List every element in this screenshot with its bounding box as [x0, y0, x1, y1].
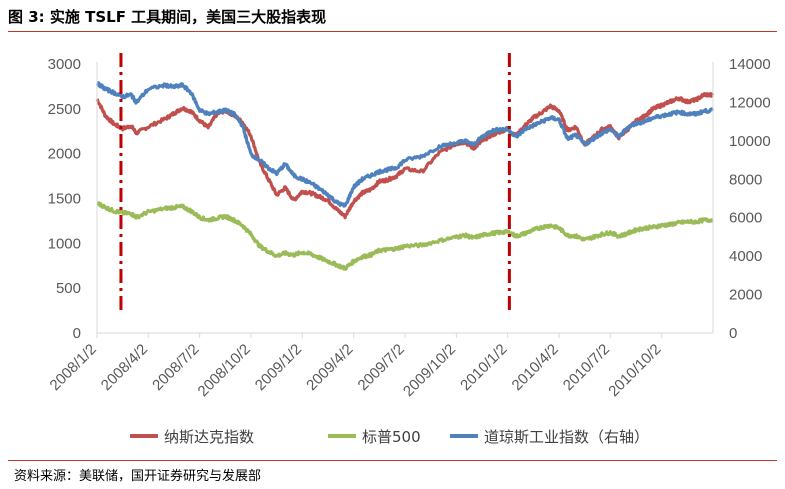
x-tick-label-3: 2008/10/2 — [195, 341, 254, 400]
series-line-1 — [95, 201, 715, 271]
left-tick-label-5: 2500 — [48, 101, 81, 118]
right-tick-label-0: 0 — [729, 325, 737, 342]
right-tick-label-6: 12000 — [729, 94, 771, 111]
left-tick-label-6: 3000 — [48, 56, 81, 73]
x-tick-label-11: 2010/10/2 — [605, 341, 664, 400]
right-y-axis: 0 2000 4000 6000 8000 10000 12000 14000 — [712, 56, 771, 342]
series-line-2 — [95, 81, 715, 208]
left-tick-label-2: 1000 — [48, 235, 81, 252]
title-rule — [8, 31, 777, 32]
x-tick-label-4: 2009/1/2 — [252, 341, 305, 394]
series-line-0 — [95, 91, 715, 220]
x-tick-label-0: 2008/1/2 — [47, 341, 100, 394]
left-tick-label-4: 2000 — [48, 146, 81, 163]
right-tick-label-1: 2000 — [729, 287, 762, 304]
left-y-axis: 0 500 1000 1500 2000 2500 3000 — [48, 56, 98, 342]
source-rule — [8, 460, 777, 461]
figure-title: 图 3: 实施 TSLF 工具期间，美国三大股指表现 — [8, 8, 327, 26]
x-tick-label-9: 2010/4/2 — [509, 341, 562, 394]
x-tick-label-1: 2008/4/2 — [98, 341, 151, 394]
right-tick-label-4: 8000 — [729, 171, 762, 188]
right-tick-label-3: 6000 — [729, 210, 762, 227]
right-tick-label-7: 14000 — [729, 56, 771, 73]
plot-area — [95, 81, 715, 271]
left-tick-label-3: 1500 — [48, 191, 81, 208]
legend-label-1: 标普500 — [362, 428, 421, 446]
vertical-markers — [119, 53, 511, 310]
x-axis: 2008/1/22008/4/22008/7/22008/10/22009/1/… — [47, 332, 713, 400]
x-tick-label-6: 2009/7/2 — [355, 341, 408, 394]
x-tick-label-7: 2009/10/2 — [400, 341, 459, 400]
figure-source: 资料来源：美联储，国开证券研究与发展部 — [14, 469, 262, 484]
x-tick-label-10: 2010/7/2 — [560, 341, 613, 394]
right-tick-label-5: 10000 — [729, 133, 771, 150]
left-tick-label-1: 500 — [56, 280, 81, 297]
chart-legend: 纳斯达克指数 标普500 道琼斯工业指数（右轴） — [130, 428, 649, 446]
x-tick-label-2: 2008/7/2 — [149, 341, 202, 394]
legend-label-2: 道琼斯工业指数（右轴） — [484, 428, 649, 446]
x-tick-label-5: 2009/4/2 — [303, 341, 356, 394]
right-tick-label-2: 4000 — [729, 248, 762, 265]
left-tick-label-0: 0 — [73, 325, 81, 342]
x-tick-label-8: 2010/1/2 — [457, 341, 510, 394]
legend-label-0: 纳斯达克指数 — [164, 428, 254, 446]
